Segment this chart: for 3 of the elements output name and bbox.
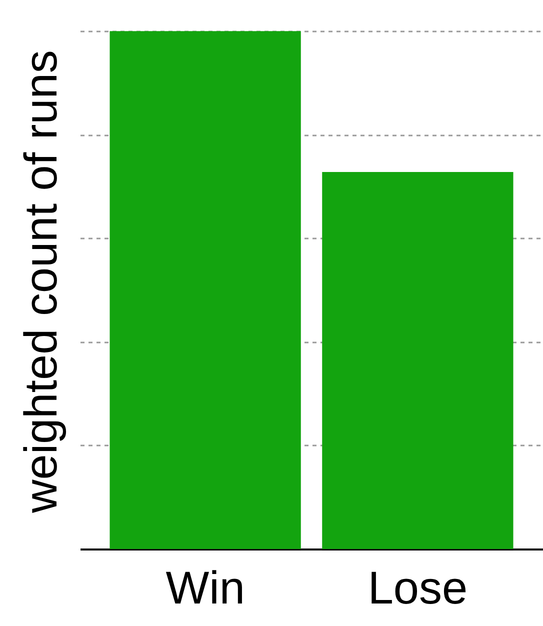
y-axis-title: weighted count of runs (14, 50, 66, 514)
x-tick-label: Lose (368, 562, 468, 614)
x-tick-label: Win (166, 562, 245, 614)
